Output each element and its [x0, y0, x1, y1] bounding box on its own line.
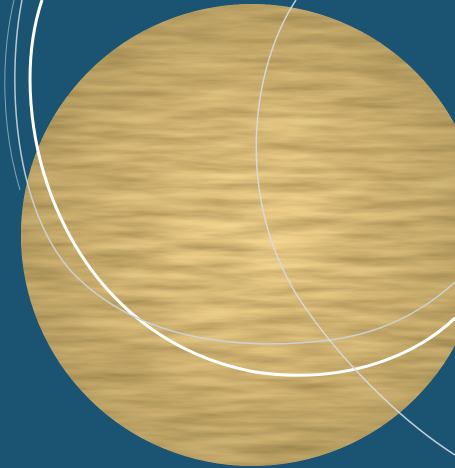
thin-arc: [4, 0, 21, 191]
thin-arc: [14, 0, 455, 345]
white-arc: [28, 0, 455, 377]
thin-arc: [255, 0, 455, 456]
